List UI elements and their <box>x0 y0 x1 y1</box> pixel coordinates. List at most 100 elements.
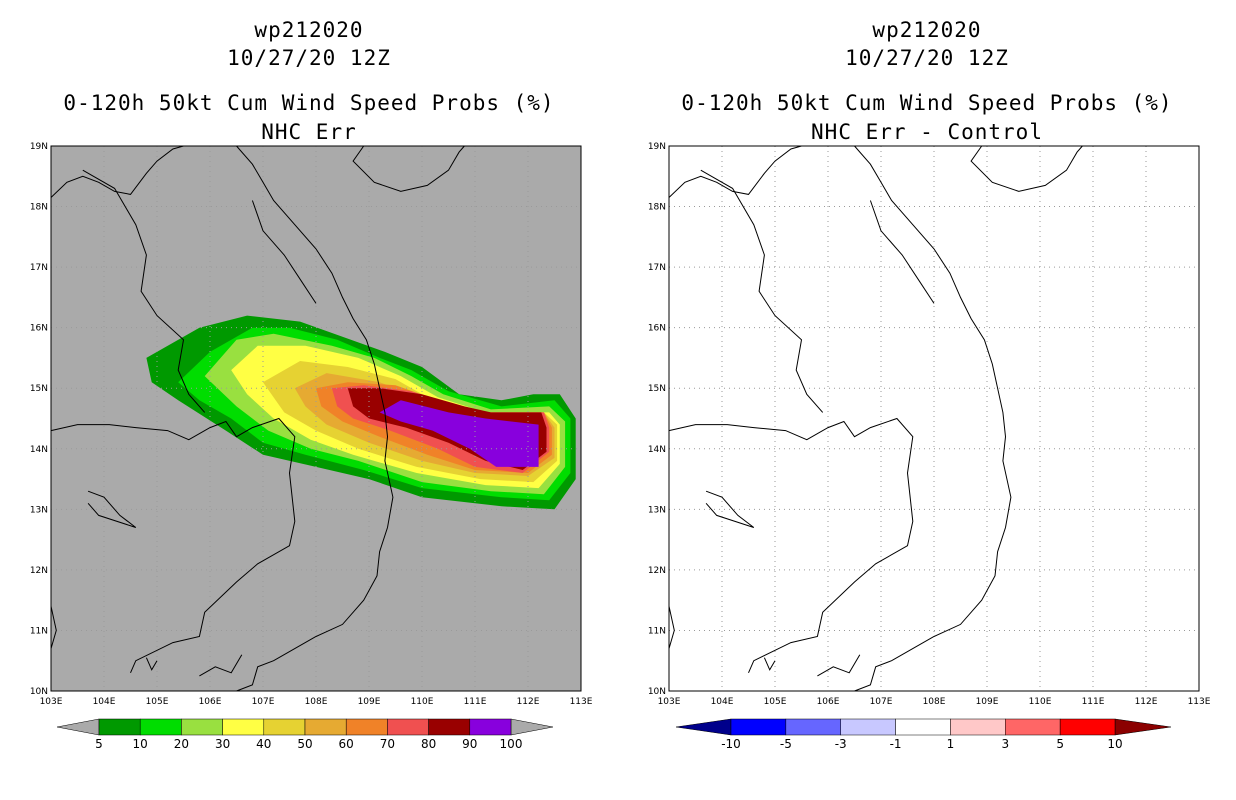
prob-contour-90 <box>379 400 539 467</box>
colorbar-label: -1 <box>890 737 902 751</box>
colorbar-swatch <box>139 718 182 736</box>
colorbar-swatch <box>785 718 841 736</box>
map-background <box>669 146 1199 691</box>
lon-tick-label: 107E <box>870 697 893 707</box>
lat-tick-label: 17N <box>30 263 48 273</box>
lon-tick-label: 104E <box>711 697 734 707</box>
lat-tick-label: 14N <box>648 445 666 455</box>
colorbar-label: 10 <box>133 737 148 751</box>
colorbar-label: 20 <box>174 737 189 751</box>
colorbar-label: 5 <box>1056 737 1064 751</box>
lat-tick-label: 15N <box>30 384 48 394</box>
lat-tick-label: 18N <box>30 203 48 213</box>
colorbar-swatch <box>263 718 306 736</box>
lat-tick-label: 12N <box>30 566 48 576</box>
lat-tick-label: 18N <box>648 203 666 213</box>
product-title: 0-120h 50kt Cum Wind Speed Probs (%) <box>63 91 555 115</box>
map-figure: 103E 104E 105E 106E 107E 108E 109E 110E 111E 112E… <box>30 142 593 751</box>
colorbar-label: 40 <box>256 737 271 751</box>
colorbar-label: 80 <box>421 737 436 751</box>
panel-nhc-err-control: wp212020 10/27/20 12Z 0-120h 50kt Cum Wi… <box>618 0 1236 800</box>
colorbar-end-high <box>510 718 554 736</box>
colorbar-label: 3 <box>1001 737 1009 751</box>
colorbar-end-low <box>56 718 100 736</box>
lat-tick-label: 11N <box>648 626 666 636</box>
datetime-title: 10/27/20 12Z <box>845 46 1009 70</box>
lat-tick-label: 13N <box>30 505 48 515</box>
lon-tick-label: 113E <box>1188 697 1211 707</box>
lon-tick-label: 104E <box>93 697 116 707</box>
lat-tick-label: 12N <box>648 566 666 576</box>
colorbar-label: -5 <box>780 737 792 751</box>
colorbar-label: 10 <box>1107 737 1122 751</box>
colorbar-label: -10 <box>721 737 741 751</box>
subtitle: NHC Err - Control <box>811 120 1043 144</box>
datetime-title: 10/27/20 12Z <box>227 46 391 70</box>
colorbar-end-low <box>675 718 732 736</box>
colorbar-swatch <box>98 718 141 736</box>
storm-id-title: wp212020 <box>254 18 364 42</box>
colorbar-swatch <box>222 718 265 736</box>
lat-tick-label: 14N <box>30 445 48 455</box>
lat-tick-label: 16N <box>648 324 666 334</box>
map-figure: 103E 104E 105E 106E 107E 108E 109E 110E 111E 112E… <box>648 142 1211 751</box>
lon-tick-label: 105E <box>764 697 787 707</box>
colorbar-label: 50 <box>297 737 312 751</box>
colorbar-swatch <box>387 718 429 736</box>
storm-id-title: wp212020 <box>872 18 982 42</box>
colorbar-label: -3 <box>835 737 847 751</box>
lat-tick-label: 13N <box>648 505 666 515</box>
colorbar-label: 1 <box>947 737 955 751</box>
lon-tick-label: 105E <box>146 697 169 707</box>
panel-nhc-err: wp212020 10/27/20 12Z 0-120h 50kt Cum Wi… <box>30 18 593 751</box>
colorbar-swatch <box>469 718 512 736</box>
map-gridlines <box>669 146 1199 691</box>
lat-tick-label: 19N <box>30 142 48 152</box>
lon-tick-label: 108E <box>305 697 328 707</box>
colorbar: 5 10 20 30 40 50 60 70 80 90 100 <box>56 718 554 751</box>
colorbar-label: 60 <box>339 737 354 751</box>
colorbar-swatch <box>895 718 951 736</box>
lon-tick-label: 103E <box>40 697 63 707</box>
lon-tick-label: 112E <box>517 697 540 707</box>
colorbar: -10 -5 -3 -1 1 3 5 10 <box>675 718 1172 751</box>
lon-tick-label: 106E <box>817 697 840 707</box>
lon-tick-label: 103E <box>658 697 681 707</box>
map-frame <box>50 145 582 692</box>
colorbar-swatch <box>730 718 787 736</box>
colorbar-swatch <box>950 718 1006 736</box>
coastlines <box>50 145 465 692</box>
lon-tick-label: 108E <box>923 697 946 707</box>
lon-tick-label: 110E <box>1029 697 1052 707</box>
product-title: 0-120h 50kt Cum Wind Speed Probs (%) <box>681 91 1173 115</box>
colorbar-label: 100 <box>500 737 523 751</box>
colorbar-label: 70 <box>380 737 395 751</box>
colorbar-swatch <box>181 718 223 736</box>
colorbar-label: 30 <box>215 737 230 751</box>
lon-tick-label: 113E <box>570 697 593 707</box>
lon-tick-label: 109E <box>358 697 381 707</box>
lat-tick-label: 17N <box>648 263 666 273</box>
colorbar-label: 90 <box>462 737 477 751</box>
lon-tick-label: 109E <box>976 697 999 707</box>
lat-tick-label: 19N <box>648 142 666 152</box>
lon-tick-label: 111E <box>464 697 487 707</box>
lon-tick-label: 107E <box>252 697 275 707</box>
lat-tick-label: 10N <box>30 687 48 697</box>
map-frame <box>668 145 1200 692</box>
colorbar-swatch <box>1059 718 1116 736</box>
colorbar-swatch <box>1005 718 1061 736</box>
colorbar-swatch <box>304 718 347 736</box>
subtitle: NHC Err <box>261 120 357 144</box>
lon-tick-label: 112E <box>1135 697 1158 707</box>
lat-tick-label: 10N <box>648 687 666 697</box>
lat-tick-label: 16N <box>30 324 48 334</box>
colorbar-swatch <box>840 718 896 736</box>
map-gridlines <box>51 146 581 691</box>
colorbar-end-high <box>1114 718 1172 736</box>
colorbar-label: 5 <box>95 737 103 751</box>
lat-tick-label: 15N <box>648 384 666 394</box>
coastlines <box>668 145 1083 692</box>
lon-tick-label: 106E <box>199 697 222 707</box>
lat-tick-label: 11N <box>30 626 48 636</box>
